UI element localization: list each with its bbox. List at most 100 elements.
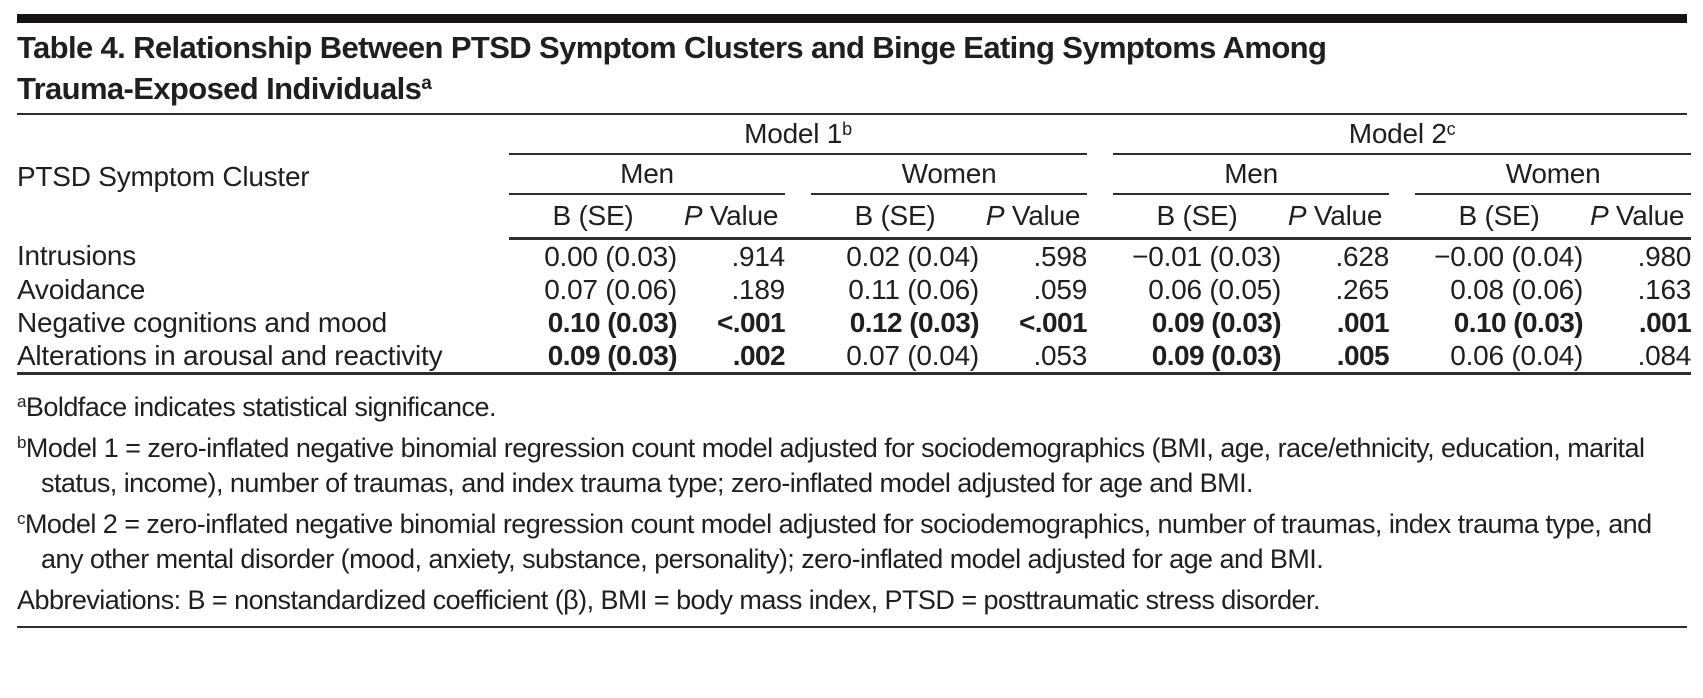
cell-b-se: 0.06 (0.04): [1415, 339, 1583, 375]
cell-b-se: 0.08 (0.06): [1450, 273, 1584, 305]
cell-p-value: .189: [731, 273, 785, 305]
column-header-ptsd-symptom-cluster: PTSD Symptom Cluster: [17, 160, 310, 192]
rule-bottom: [17, 626, 1687, 628]
spanner-gap: [1087, 273, 1113, 306]
cell-p-value: .598: [1033, 240, 1088, 272]
model-spanner-row: PTSD Symptom Cluster Model 1b Model 2c: [17, 115, 1692, 192]
footnote-marker: c: [17, 509, 26, 528]
table-title-line2: Trauma-Exposed Individuals: [17, 71, 422, 106]
footnote-text: Boldface indicates statistical significa…: [25, 392, 497, 422]
cell-b-se: 0.00 (0.03): [544, 240, 677, 272]
table-top-bar: [17, 14, 1687, 23]
column-header-b-se: B (SE): [1415, 194, 1584, 240]
spanner-gap: [785, 194, 811, 240]
cell-b-se: 0.12 (0.03): [849, 306, 980, 338]
spanner-model2-men: Men: [1113, 154, 1390, 195]
spanner-gap: [785, 154, 811, 194]
column-header-p-value: P Value: [979, 194, 1088, 240]
column-header-p-value: P Value: [1281, 194, 1390, 240]
value-label: Value: [1608, 200, 1685, 231]
spanner-gap: [1389, 194, 1416, 240]
column-header-row: B (SE) P Value B (SE) P Value B (SE) P V…: [17, 194, 1692, 240]
table-footnotes: aBoldface indicates statistical signific…: [17, 384, 1687, 618]
model-1-footnote-marker: b: [842, 119, 852, 139]
row-label: Avoidance: [17, 273, 146, 305]
footnote-b: bModel 1 = zero-inflated negative binomi…: [17, 425, 1687, 501]
value-label: Value: [1306, 200, 1383, 231]
p-italic: P: [683, 200, 703, 231]
table-title-line1: Table 4. Relationship Between PTSD Sympt…: [17, 30, 1327, 65]
cell-b-se: 0.02 (0.04): [846, 240, 979, 272]
rule-under-title: [17, 113, 1687, 115]
footnote-marker: b: [17, 433, 26, 452]
gender-spanner-row: Men Women Men Women: [17, 154, 1692, 195]
row-label: Negative cognitions and mood: [17, 306, 387, 338]
table-title-footnote-marker: a: [421, 73, 432, 94]
cell-p-value: <.001: [1019, 306, 1088, 338]
cell-b-se: 0.11 (0.06): [848, 273, 979, 305]
spanner-model2-women: Women: [1415, 154, 1692, 195]
spanner-gap: [785, 306, 811, 339]
value-label: Value: [702, 200, 779, 231]
cell-p-value: .002: [677, 339, 786, 375]
cell-p-value: .914: [731, 240, 785, 272]
spanner-model-2: Model 2c: [1113, 115, 1692, 155]
table4: PTSD Symptom Cluster Model 1b Model 2c M…: [17, 115, 1692, 375]
cell-p-value: .980: [1637, 240, 1692, 272]
p-italic: P: [1589, 200, 1609, 231]
column-header-b-se: B (SE): [1113, 194, 1282, 240]
table-title: Table 4. Relationship Between PTSD Sympt…: [17, 30, 1687, 107]
column-header-b-se: B (SE): [509, 194, 677, 240]
cell-p-value: .053: [979, 339, 1087, 375]
table-row-negative-cognitions: Negative cognitions and mood 0.10 (0.03)…: [17, 306, 1692, 339]
column-header-p-value: P Value: [677, 194, 785, 240]
cell-p-value: .628: [1335, 240, 1390, 272]
cell-p-value: <.001: [716, 306, 786, 338]
spanner-gap: [785, 239, 811, 274]
model-2-footnote-marker: c: [1446, 119, 1456, 139]
spanner-model-1: Model 1b: [509, 115, 1088, 155]
cell-p-value: .005: [1281, 339, 1390, 375]
spanner-gap: [1087, 194, 1114, 240]
footnote-a: aBoldface indicates statistical signific…: [17, 384, 1687, 425]
abbreviations-line: Abbreviations: B = nonstandardized coeff…: [17, 577, 1687, 618]
footnote-marker: a: [17, 392, 26, 411]
spanner-gap: [1389, 306, 1415, 339]
cell-b-se: −0.00 (0.04): [1434, 240, 1584, 272]
spanner-gap: [1389, 273, 1415, 306]
row-label: Alterations in arousal and reactivity: [17, 339, 509, 375]
cell-p-value: .001: [1336, 306, 1390, 338]
row-label: Intrusions: [17, 239, 136, 271]
footnote-text: Model 2 = zero-inflated negative binomia…: [24, 509, 1652, 574]
cell-p-value: .163: [1637, 273, 1692, 305]
table-row-alterations-arousal: Alterations in arousal and reactivity 0.…: [17, 339, 1691, 375]
spanner-gap: [785, 273, 811, 306]
spanner-gap: [1087, 115, 1113, 154]
cell-b-se: 0.07 (0.06): [544, 273, 677, 305]
spanner-gap: [1087, 239, 1113, 274]
cell-b-se: 0.09 (0.03): [1151, 306, 1282, 338]
cell-b-se: 0.07 (0.04): [811, 339, 979, 375]
spanner-gap: [1087, 306, 1113, 339]
model-1-label: Model 1: [744, 118, 843, 149]
cell-b-se: 0.06 (0.05): [1148, 273, 1282, 305]
cell-b-se: 0.10 (0.03): [547, 306, 678, 338]
column-header-p-value: P Value: [1583, 194, 1692, 240]
cell-p-value: .001: [1638, 306, 1692, 338]
spanner-gap: [1087, 339, 1114, 375]
cell-b-se: −0.01 (0.03): [1132, 240, 1282, 272]
column-header-b-se: B (SE): [811, 194, 979, 240]
cell-p-value: .265: [1335, 273, 1390, 305]
spanner-model1-men: Men: [509, 154, 785, 195]
model-2-label: Model 2: [1348, 118, 1447, 149]
spanner-gap: [1389, 239, 1415, 274]
spanner-gap: [1087, 154, 1113, 194]
footnote-text: Model 1 = zero-inflated negative binomia…: [25, 433, 1645, 498]
spanner-model1-women: Women: [811, 154, 1088, 195]
footnote-text: Abbreviations: B = nonstandardized coeff…: [17, 585, 1320, 615]
footnote-c: cModel 2 = zero-inflated negative binomi…: [17, 501, 1687, 577]
cell-b-se: 0.09 (0.03): [509, 339, 678, 375]
table-row-intrusions: Intrusions 0.00 (0.03) .914 0.02 (0.04) …: [17, 239, 1691, 274]
cell-p-value: .059: [1033, 273, 1088, 305]
